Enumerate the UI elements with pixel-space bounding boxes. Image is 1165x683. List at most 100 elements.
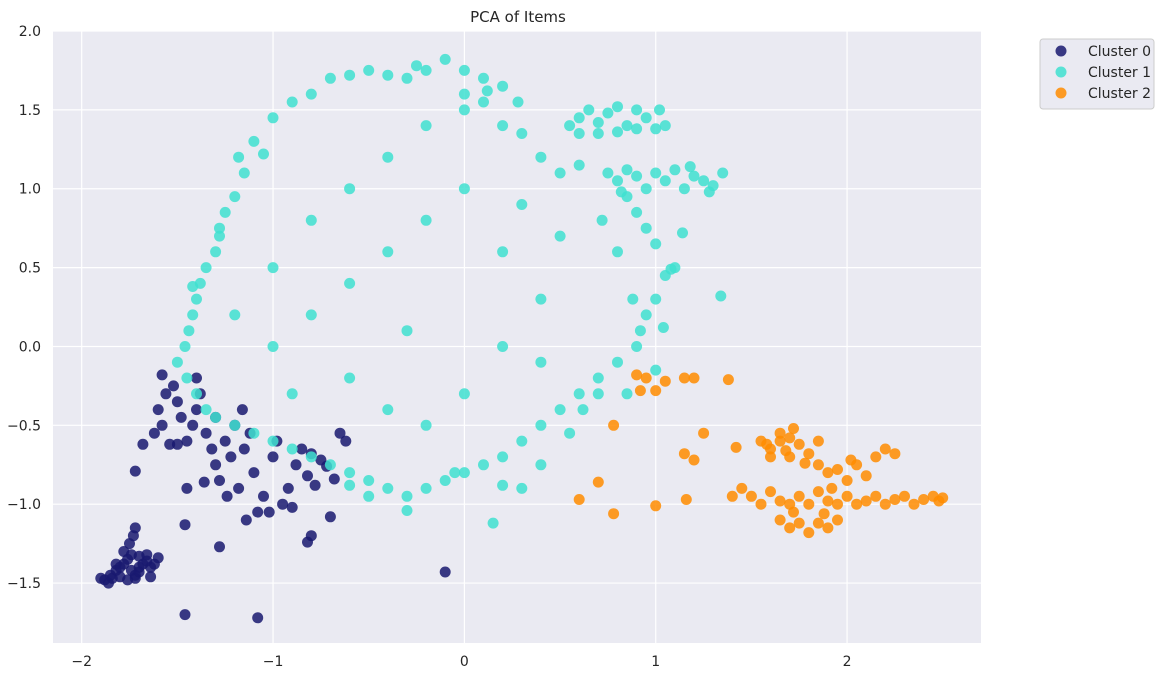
- data-point: [248, 467, 260, 479]
- data-point: [458, 104, 470, 116]
- data-point: [156, 419, 168, 431]
- data-point: [640, 222, 652, 234]
- data-point: [458, 388, 470, 400]
- data-point: [650, 238, 662, 250]
- data-point: [171, 438, 183, 450]
- y-axis-ticks: −1.5 −1.0 −0.5 0.0 0.5 1.0 1.5 2.0: [7, 24, 41, 592]
- data-point: [654, 104, 665, 116]
- data-point: [780, 445, 792, 457]
- data-point: [832, 498, 843, 510]
- data-point: [497, 246, 509, 258]
- data-point: [784, 432, 796, 444]
- data-point: [621, 164, 633, 176]
- data-point: [267, 112, 279, 124]
- data-point: [822, 467, 834, 479]
- data-point: [650, 364, 662, 376]
- data-point: [659, 375, 671, 387]
- data-point: [175, 411, 187, 423]
- data-point: [458, 88, 470, 100]
- data-point: [793, 490, 805, 502]
- legend-marker: [1055, 87, 1067, 99]
- data-point: [286, 96, 298, 108]
- data-point: [659, 120, 671, 132]
- data-point: [678, 448, 690, 460]
- data-point: [774, 435, 786, 447]
- data-point: [592, 372, 604, 384]
- data-point: [640, 112, 652, 124]
- data-point: [439, 53, 451, 65]
- data-point: [478, 459, 489, 471]
- data-point: [765, 486, 776, 498]
- legend-items: Cluster 0 Cluster 1 Cluster 2: [1055, 44, 1151, 102]
- data-point: [344, 183, 356, 195]
- legend-label: Cluster 1: [1088, 65, 1151, 81]
- data-point: [191, 388, 202, 400]
- data-point: [129, 522, 141, 534]
- data-point: [258, 148, 269, 160]
- data-point: [181, 482, 193, 494]
- data-point: [722, 374, 734, 386]
- data-point: [179, 609, 191, 621]
- data-point: [363, 490, 375, 502]
- data-point: [181, 372, 193, 384]
- data-point: [631, 206, 643, 218]
- data-point: [401, 490, 413, 502]
- data-point: [382, 69, 394, 81]
- data-point: [191, 372, 202, 384]
- data-point: [267, 262, 279, 274]
- data-point: [221, 490, 233, 502]
- data-point: [214, 222, 225, 234]
- data-point: [481, 85, 493, 97]
- data-point: [191, 404, 202, 416]
- data-point: [703, 186, 715, 198]
- data-point: [657, 322, 669, 333]
- data-point: [238, 443, 250, 455]
- data-point: [458, 183, 470, 195]
- data-point: [650, 293, 662, 305]
- data-point: [937, 492, 949, 504]
- data-point: [420, 214, 432, 226]
- legend-label: Cluster 0: [1088, 44, 1151, 60]
- data-point: [236, 404, 248, 416]
- data-point: [832, 464, 843, 475]
- data-point: [497, 120, 509, 132]
- data-point: [698, 175, 710, 187]
- data-point: [621, 388, 633, 400]
- data-point: [803, 448, 815, 460]
- data-point: [627, 293, 639, 305]
- data-point: [206, 443, 218, 455]
- data-point: [803, 498, 815, 510]
- data-point: [535, 459, 547, 471]
- data-point: [688, 372, 700, 384]
- data-point: [458, 467, 470, 479]
- data-point: [640, 309, 652, 321]
- data-point: [200, 262, 212, 274]
- data-point: [252, 612, 264, 624]
- data-point: [650, 123, 662, 135]
- data-point: [717, 167, 729, 179]
- data-point: [631, 104, 643, 116]
- data-point: [214, 541, 225, 553]
- series-cluster-2: [573, 369, 949, 539]
- data-point: [219, 206, 231, 218]
- data-point: [774, 514, 786, 526]
- data-point: [229, 309, 241, 321]
- legend-marker: [1055, 45, 1067, 57]
- data-point: [497, 451, 509, 463]
- legend: Cluster 0 Cluster 1 Cluster 2: [1039, 38, 1155, 110]
- data-point: [851, 498, 863, 510]
- data-point: [602, 107, 614, 119]
- data-point: [497, 341, 509, 352]
- data-point: [328, 473, 340, 485]
- data-point: [277, 498, 289, 510]
- data-point: [95, 572, 107, 584]
- data-point: [187, 281, 199, 292]
- data-point: [665, 263, 677, 275]
- data-point: [573, 128, 585, 139]
- y-tick-label: 1.0: [19, 182, 41, 198]
- legend-frame: [1039, 38, 1155, 110]
- data-point: [715, 290, 727, 302]
- data-point: [200, 404, 212, 416]
- data-point: [286, 388, 298, 400]
- data-point: [233, 482, 245, 494]
